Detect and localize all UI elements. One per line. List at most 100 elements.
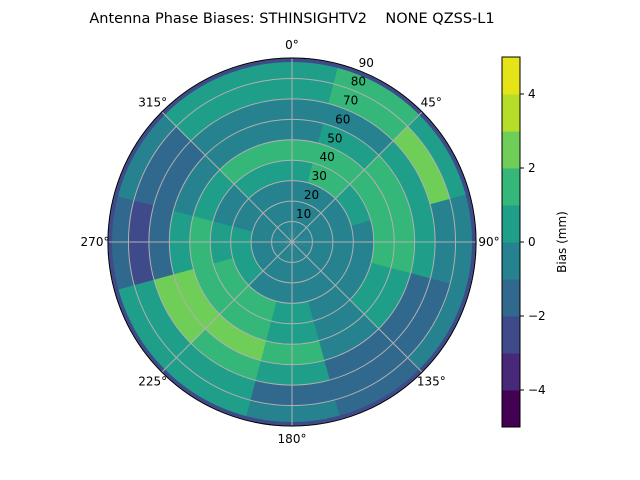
- contour-cell: [333, 63, 424, 127]
- angular-tick-label: 0°: [285, 38, 299, 52]
- contour-cell: [153, 273, 206, 345]
- contour-cell: [233, 162, 277, 199]
- contour-cell: [292, 242, 313, 257]
- contour-cell: [363, 267, 412, 330]
- colorbar-label: Bias (mm): [555, 211, 569, 273]
- contour-cell: [133, 125, 192, 206]
- contour-cell: [192, 262, 235, 316]
- polar-grid: [107, 57, 477, 427]
- colorbar-segment: [502, 279, 520, 317]
- radial-tick-label: 50: [327, 131, 342, 145]
- radial-tick-label: 30: [312, 169, 327, 183]
- colorbar-segment: [502, 353, 520, 391]
- contour-cell: [317, 313, 380, 362]
- contour-cell: [233, 285, 277, 322]
- contour-cell: [212, 183, 249, 227]
- colorbar-tick-label: 4: [528, 87, 536, 101]
- polar-frame: [107, 57, 477, 427]
- contour-cell: [192, 168, 235, 222]
- contour-cell: [292, 221, 307, 242]
- contour-cell: [317, 122, 380, 171]
- radial-tick-label: 80: [351, 75, 366, 89]
- contour-cell: [328, 83, 409, 142]
- contour-cell: [271, 242, 292, 257]
- angular-tick-label: 225°: [138, 374, 167, 388]
- radial-tick-label: 20: [304, 188, 319, 202]
- angular-gridline: [291, 111, 423, 243]
- contour-cell: [172, 154, 221, 217]
- colorbar-segment: [502, 242, 520, 280]
- radial-tick-labels: 10 20 30 40 50 60 70 80 90: [296, 56, 374, 221]
- colorbar-segment: [502, 168, 520, 206]
- contour-cell: [292, 242, 307, 263]
- contour-cell: [212, 257, 249, 301]
- contour-cell: [333, 357, 424, 421]
- angular-tick-label: 315°: [138, 96, 167, 110]
- contour-cell: [277, 242, 292, 263]
- contour-cell: [323, 328, 395, 381]
- radial-tick-label: 10: [296, 207, 311, 221]
- contour-cell: [335, 183, 372, 227]
- colorbar-segment: [502, 131, 520, 169]
- contour-cell: [189, 328, 261, 381]
- colorbar: 4 2 0 −2 −4: [501, 56, 546, 428]
- angular-tick-label: 135°: [417, 374, 446, 388]
- contour-cell: [160, 63, 251, 127]
- colorbar-tick-label: 0: [528, 235, 536, 249]
- contour-cell: [392, 278, 451, 359]
- contour-cell: [113, 283, 177, 374]
- contour-cell: [172, 267, 221, 330]
- contour-cell: [204, 122, 267, 171]
- angular-tick-label: 180°: [278, 432, 307, 446]
- angular-tick-label: 45°: [421, 96, 442, 110]
- contour-cell: [307, 162, 351, 199]
- contour-cell: [378, 273, 431, 345]
- contour-cell: [189, 103, 261, 156]
- contour-cell: [175, 83, 256, 142]
- colorbar-segment: [502, 94, 520, 132]
- contour-cell: [271, 227, 292, 242]
- contour-cell: [392, 125, 451, 206]
- angular-tick-label: 270°: [81, 235, 110, 249]
- contour-cell: [160, 357, 251, 421]
- colorbar-segment: [502, 205, 520, 243]
- contour-cell: [335, 257, 372, 301]
- contour-cell: [113, 110, 177, 201]
- contour-cell: [328, 342, 409, 401]
- contour-cell: [292, 227, 313, 242]
- contour-cell: [307, 285, 351, 322]
- contour-cell: [175, 342, 256, 401]
- angular-tick-label: 90°: [478, 235, 499, 249]
- colorbar-tick-label: −2: [528, 309, 546, 323]
- colorbar-segment: [502, 390, 520, 428]
- contour-cell: [349, 168, 392, 222]
- contour-cell: [153, 139, 206, 211]
- contour-cell: [277, 221, 292, 242]
- contour-cell: [349, 262, 392, 316]
- chart-title: Antenna Phase Biases: STHINSIGHTV2 NONE …: [89, 11, 494, 27]
- contour-cell: [218, 142, 272, 185]
- contour-cell: [407, 110, 471, 201]
- contour-cell: [378, 139, 431, 211]
- radial-tick-label: 70: [343, 94, 358, 108]
- contour-cell: [312, 142, 366, 185]
- angular-gridline: [161, 111, 293, 243]
- contour-cell: [312, 299, 366, 342]
- colorbar-segment: [502, 316, 520, 354]
- contour-cell: [133, 278, 192, 359]
- radial-tick-label: 40: [319, 150, 334, 164]
- contour-cell: [323, 103, 395, 156]
- colorbar-segment: [502, 57, 520, 95]
- contour-cell: [407, 283, 471, 374]
- colorbar-tick-label: 2: [528, 161, 536, 175]
- contour-cell: [363, 154, 412, 217]
- colorbar-tick-label: −4: [528, 383, 546, 397]
- angular-gridline: [291, 241, 423, 373]
- angular-gridline: [161, 241, 293, 373]
- radial-tick-label: 90: [359, 56, 374, 70]
- contour-cell: [218, 299, 272, 342]
- angular-tick-labels: 0° 45° 90° 135° 180° 225° 270° 315°: [81, 38, 500, 446]
- contour-cell: [204, 313, 267, 362]
- radial-tick-label: 60: [335, 112, 350, 126]
